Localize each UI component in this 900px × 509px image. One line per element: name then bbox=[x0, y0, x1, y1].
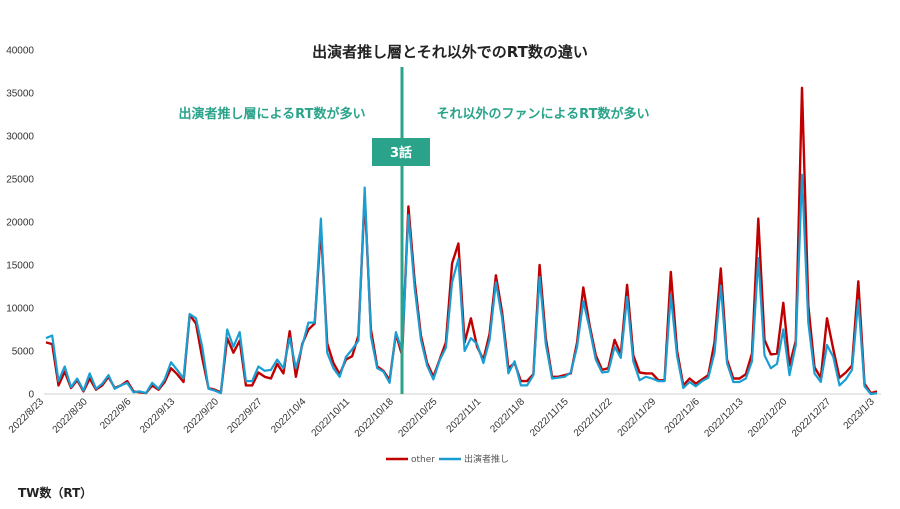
x-tick-label: 2022/11/15 bbox=[528, 396, 571, 439]
marker-badge bbox=[372, 138, 430, 166]
y-tick-label: 5000 bbox=[12, 347, 35, 358]
x-tick-label: 2022/9/13 bbox=[138, 396, 178, 436]
legend-label: other bbox=[411, 455, 435, 465]
left-region-annotation: 出演者推し層によるRT数が多い bbox=[179, 106, 366, 122]
series-lines bbox=[45, 86, 878, 396]
x-tick-label: 2022/11/8 bbox=[488, 396, 527, 435]
x-tick-label: 2022/10/25 bbox=[396, 396, 439, 439]
x-tick-label: 2022/12/20 bbox=[746, 396, 789, 439]
x-tick-label: 2022/9/27 bbox=[225, 396, 265, 436]
y-tick-label: 25000 bbox=[6, 175, 34, 186]
x-tick-label: 2022/11/22 bbox=[572, 396, 615, 439]
y-tick-label: 10000 bbox=[6, 304, 34, 315]
episode-marker: 3話 bbox=[372, 67, 430, 394]
x-tick-label: 2022/10/11 bbox=[310, 396, 353, 439]
x-tick-label: 2022/12/27 bbox=[790, 396, 833, 439]
legend: other 出演者推し bbox=[386, 453, 509, 465]
x-tick-label: 2023/1/3 bbox=[842, 396, 878, 432]
footer-label: TW数（RT） bbox=[18, 486, 93, 500]
chart-title: 出演者推し層とそれ以外でのRT数の違い bbox=[312, 43, 588, 61]
x-tick-label: 2022/8/30 bbox=[51, 396, 91, 436]
y-tick-label: 40000 bbox=[6, 46, 34, 57]
y-tick-label: 15000 bbox=[6, 261, 34, 272]
x-tick-label: 2022/9/6 bbox=[98, 396, 134, 432]
y-axis: 0 5000 10000 15000 20000 25000 30000 35000 40000 bbox=[6, 46, 34, 401]
y-tick-label: 20000 bbox=[6, 218, 34, 229]
x-tick-label: 2022/10/18 bbox=[353, 396, 396, 439]
series-line-performer bbox=[45, 173, 878, 396]
x-tick-label: 2022/11/1 bbox=[445, 396, 484, 435]
x-tick-label: 2022/9/20 bbox=[182, 396, 222, 436]
y-tick-label: 0 bbox=[28, 390, 34, 401]
legend-label: 出演者推し bbox=[464, 453, 509, 465]
x-tick-label: 2022/11/29 bbox=[616, 396, 659, 439]
x-tick-label: 2022/8/23 bbox=[7, 396, 47, 436]
x-tick-label: 2022/12/6 bbox=[663, 396, 703, 436]
y-tick-label: 30000 bbox=[6, 132, 34, 143]
right-region-annotation: それ以外のファンによるRT数が多い bbox=[437, 106, 650, 122]
x-tick-label: 2022/10/4 bbox=[269, 396, 309, 436]
y-tick-label: 35000 bbox=[6, 89, 34, 100]
x-axis: 2022/8/23 2022/8/30 2022/9/6 2022/9/13 2022/… bbox=[7, 396, 877, 439]
marker-badge-label: 3話 bbox=[390, 145, 412, 161]
x-tick-label: 2022/12/13 bbox=[703, 396, 746, 439]
